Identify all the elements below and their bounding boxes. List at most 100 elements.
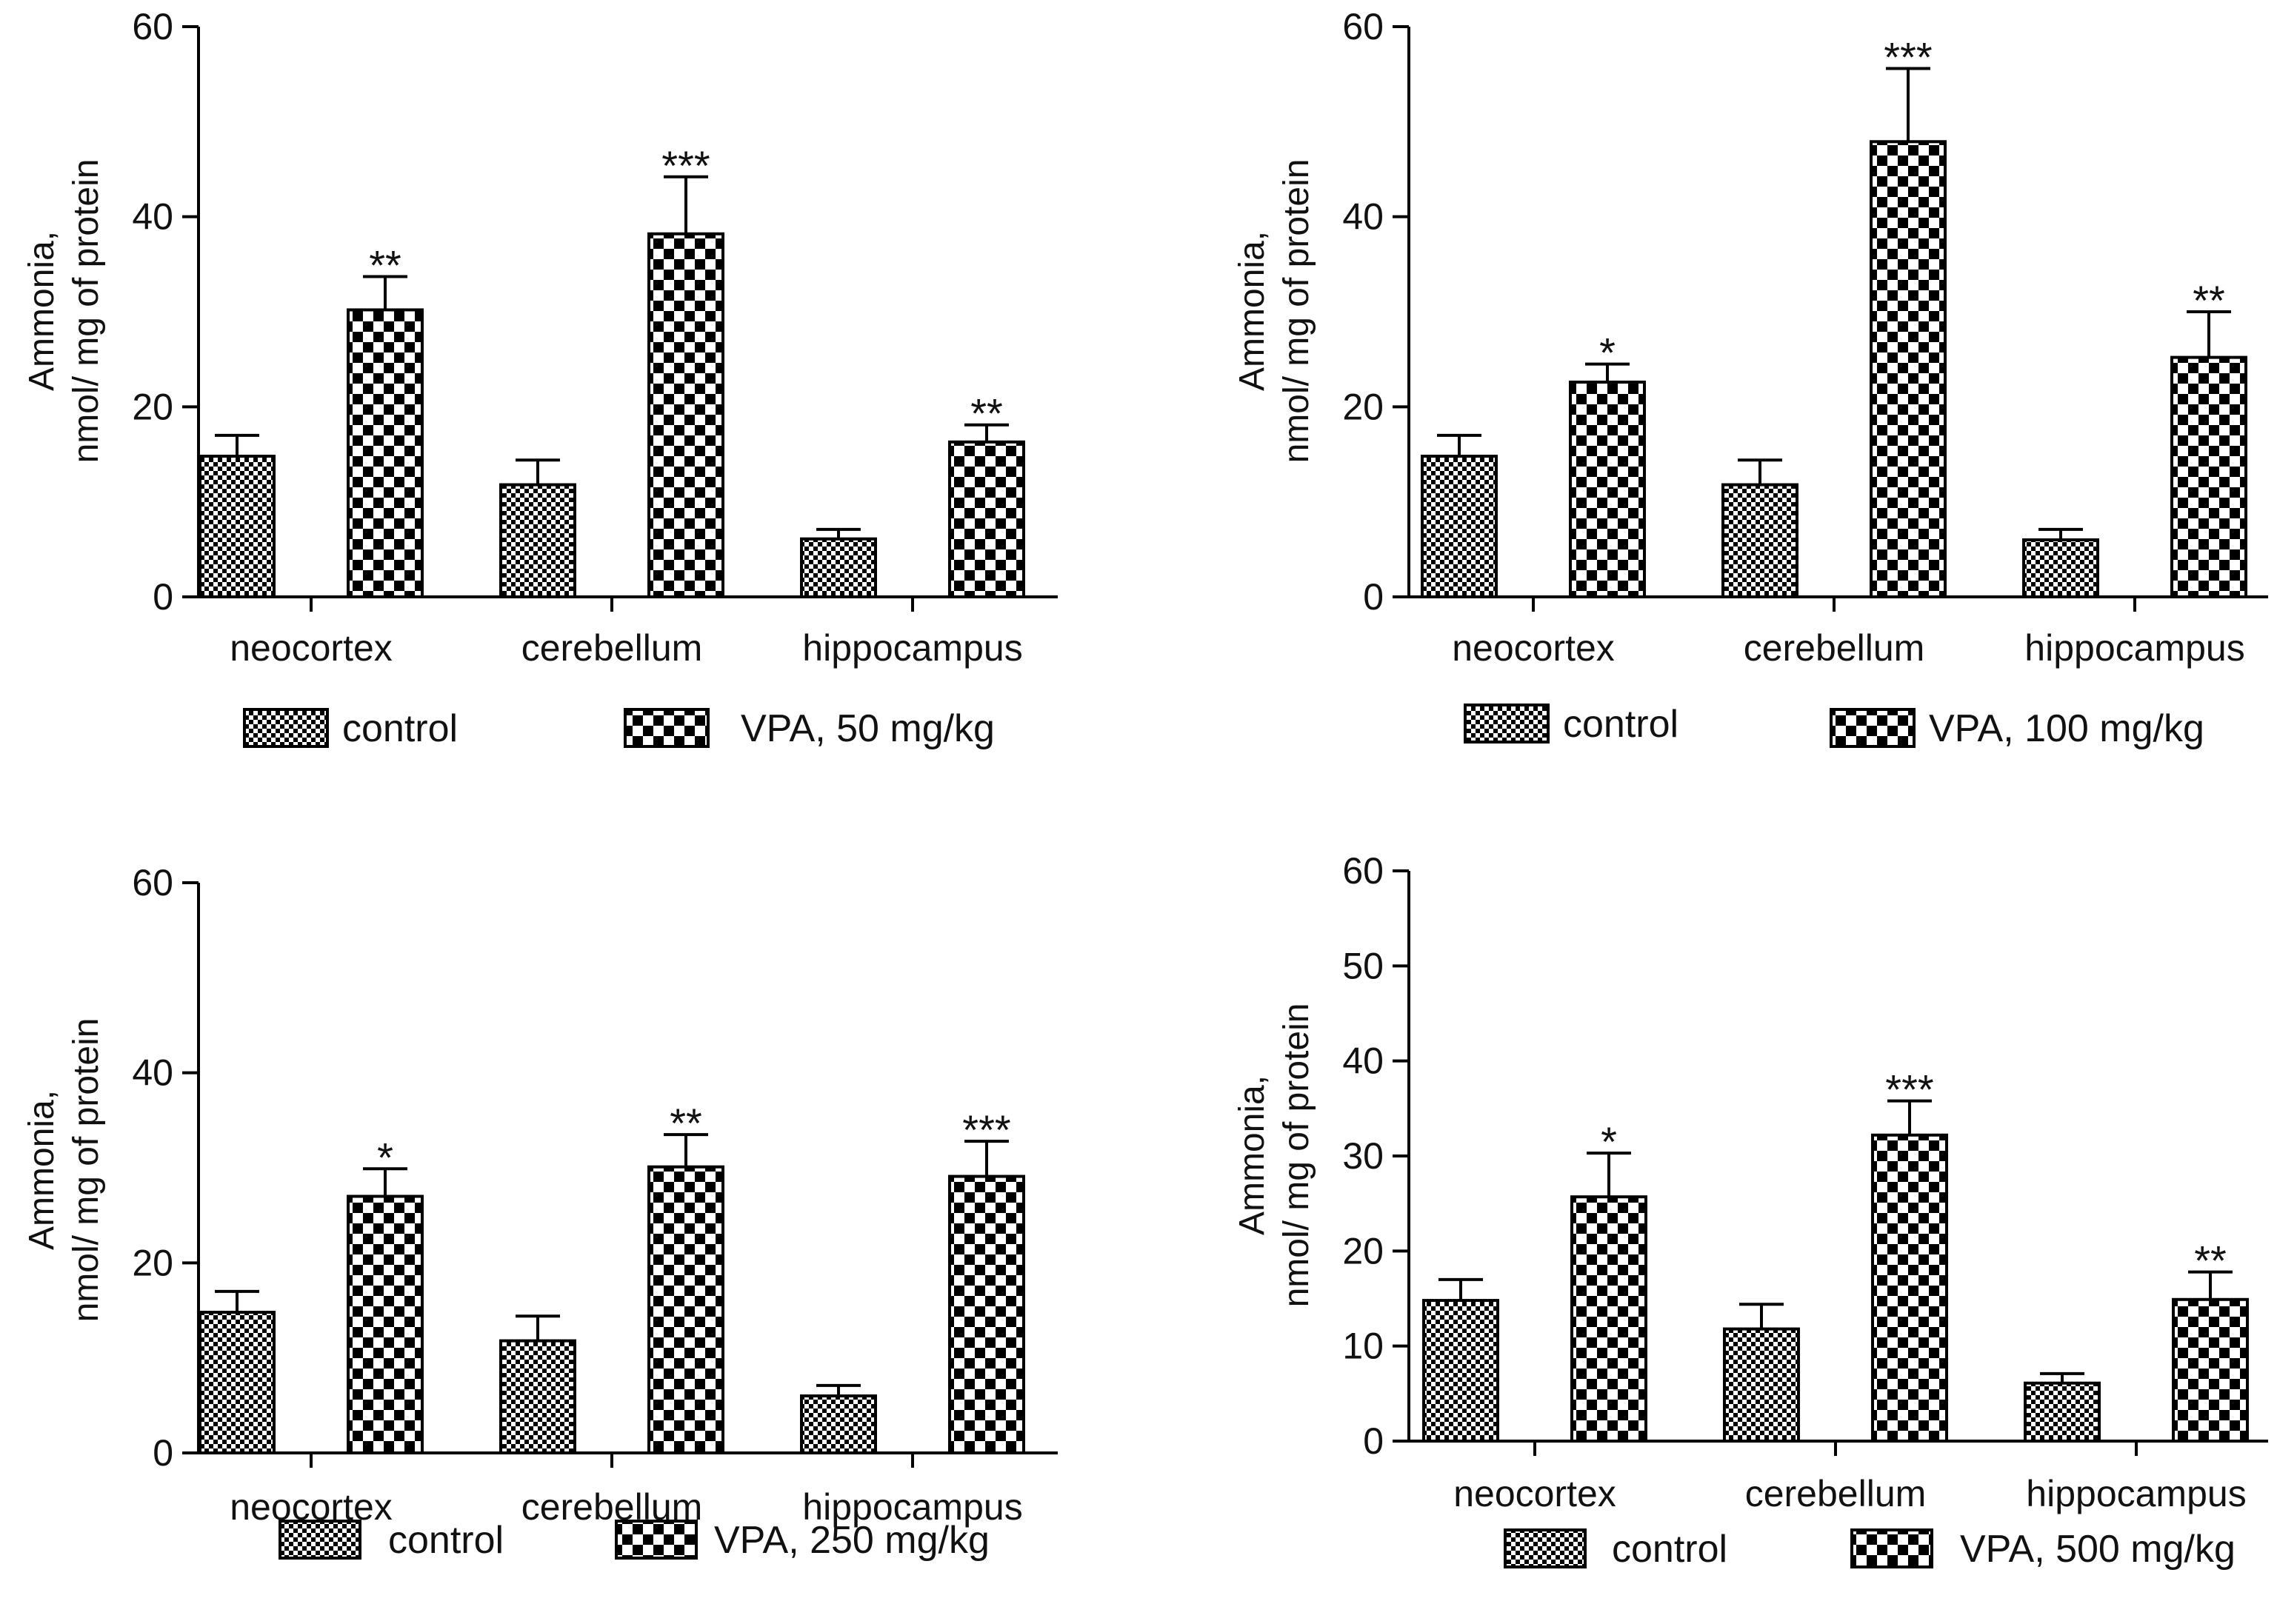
bar-control-neocortex [1421, 455, 1498, 598]
bar-control-neocortex [199, 455, 276, 598]
significance-label: *** [1884, 33, 1932, 80]
category-label-cerebellum: cerebellum [1745, 1473, 1927, 1514]
legend-label-vpa: VPA, 500 mg/kg [1960, 1528, 2236, 1571]
y-tick-label: 10 [1342, 1326, 1384, 1367]
y-tick-label: 0 [1363, 1420, 1384, 1462]
bar-vpa-cerebellum [647, 1165, 724, 1454]
legend-swatch-vpa [624, 708, 710, 748]
bar-vpa-cerebellum [1870, 140, 1947, 599]
bar-control-cerebellum [499, 483, 576, 598]
bar-control-neocortex [199, 1311, 276, 1454]
y-tick-label: 60 [132, 862, 173, 903]
y-ticks: 0 10 20 30 40 50 60 [1342, 850, 1409, 1462]
y-tick-label: 40 [132, 196, 173, 238]
y-tick-label: 0 [1363, 576, 1384, 618]
y-axis-label-line-2: nmol/ mg of protein [67, 159, 106, 464]
category-labels: neocortex cerebellum hippocampus [1453, 1441, 2247, 1514]
legend-swatch-control [243, 708, 329, 748]
legend: control VPA, 250 mg/kg [279, 1519, 990, 1562]
y-tick-label: 20 [132, 1242, 173, 1283]
category-labels: neocortex cerebellum hippocampus [230, 597, 1023, 669]
legend-swatch-vpa [1850, 1528, 1933, 1568]
significance-label: * [1599, 330, 1616, 376]
legend-label-vpa: VPA, 250 mg/kg [714, 1519, 990, 1562]
significance-label: ** [2194, 1237, 2227, 1284]
legend: control VPA, 50 mg/kg [243, 707, 995, 750]
legend-swatch-control [1504, 1528, 1587, 1568]
legend-label-control: control [1612, 1528, 1727, 1571]
y-axis-label: Ammonia, nmol/ mg of protein [22, 1018, 106, 1323]
legend-label-vpa: VPA, 50 mg/kg [741, 707, 995, 750]
bar-control-neocortex [1422, 1299, 1499, 1443]
category-label-hippocampus: hippocampus [2026, 1473, 2246, 1514]
bar-control-hippocampus [800, 1394, 877, 1454]
bars: ****** [199, 1100, 1025, 1455]
category-label-hippocampus: hippocampus [802, 1486, 1022, 1528]
panel-vpa-500: Ammonia, nmol/ mg of protein 0 10 20 30 40 50… [1233, 850, 2268, 1571]
significance-label: ** [670, 1100, 702, 1146]
y-axis-label-line-1: Ammonia, [22, 1090, 61, 1250]
significance-label: *** [962, 1106, 1010, 1153]
category-label-neocortex: neocortex [230, 627, 393, 669]
bars: ******* [199, 142, 1025, 599]
bar-control-hippocampus [800, 537, 877, 599]
significance-label: ** [2193, 277, 2225, 324]
y-tick-label: 20 [1342, 1230, 1384, 1272]
significance-label: *** [661, 142, 710, 189]
significance-label: *** [1885, 1066, 1933, 1113]
bar-vpa-neocortex [1569, 380, 1646, 598]
legend-swatch-vpa [615, 1520, 698, 1560]
significance-label: * [1601, 1118, 1617, 1165]
category-label-cerebellum: cerebellum [521, 627, 703, 669]
legend: control VPA, 100 mg/kg [1464, 703, 2204, 750]
y-tick-label: 40 [132, 1052, 173, 1094]
category-label-hippocampus: hippocampus [2024, 627, 2244, 669]
legend-swatch-control [1464, 704, 1550, 744]
y-tick-label: 50 [1342, 945, 1384, 986]
y-tick-label: 40 [1342, 1040, 1384, 1082]
legend-label-control: control [1563, 703, 1678, 746]
bar-vpa-hippocampus [2170, 355, 2247, 598]
legend-label-control: control [342, 707, 458, 750]
bar-vpa-neocortex [347, 1194, 424, 1454]
y-tick-label: 40 [1342, 196, 1384, 238]
y-axis-label-line-2: nmol/ mg of protein [1277, 159, 1316, 464]
legend-label-control: control [388, 1519, 504, 1562]
category-label-neocortex: neocortex [1452, 627, 1615, 669]
category-label-hippocampus: hippocampus [802, 627, 1022, 669]
bar-vpa-hippocampus [948, 440, 1025, 598]
y-tick-label: 60 [1342, 850, 1384, 892]
y-axis-label-line-2: nmol/ mg of protein [1277, 1003, 1316, 1308]
y-tick-label: 60 [1342, 6, 1384, 47]
y-ticks: 0 20 40 60 [132, 862, 199, 1474]
category-label-neocortex: neocortex [1453, 1473, 1616, 1514]
y-tick-label: 20 [132, 386, 173, 427]
legend: control VPA, 500 mg/kg [1504, 1528, 2236, 1571]
significance-label: ** [369, 242, 401, 289]
legend-swatch-control [279, 1520, 361, 1560]
bars: ****** [1421, 33, 2247, 599]
y-tick-label: 60 [132, 6, 173, 47]
bar-vpa-cerebellum [1871, 1133, 1948, 1443]
category-label-cerebellum: cerebellum [1744, 627, 1925, 669]
significance-label: * [377, 1134, 393, 1180]
y-ticks: 0 20 40 60 [132, 6, 199, 618]
bar-vpa-hippocampus [2172, 1297, 2249, 1443]
significance-label: ** [970, 390, 1003, 437]
bar-control-cerebellum [1721, 483, 1798, 598]
bar-control-cerebellum [499, 1339, 576, 1454]
y-tick-label: 0 [153, 576, 173, 618]
bar-vpa-neocortex [347, 308, 424, 598]
legend-swatch-vpa [1830, 708, 1916, 748]
bars: ****** [1422, 1066, 2249, 1443]
bar-vpa-cerebellum [647, 232, 724, 598]
y-axis-label-line-1: Ammonia, [1233, 231, 1272, 391]
y-tick-label: 0 [153, 1432, 173, 1474]
category-labels: neocortex cerebellum hippocampus [1452, 597, 2245, 669]
bar-control-hippocampus [2024, 1381, 2101, 1443]
y-axis-label-line-1: Ammonia, [22, 231, 61, 391]
y-axis-label: Ammonia, nmol/ mg of protein [1233, 1003, 1316, 1308]
